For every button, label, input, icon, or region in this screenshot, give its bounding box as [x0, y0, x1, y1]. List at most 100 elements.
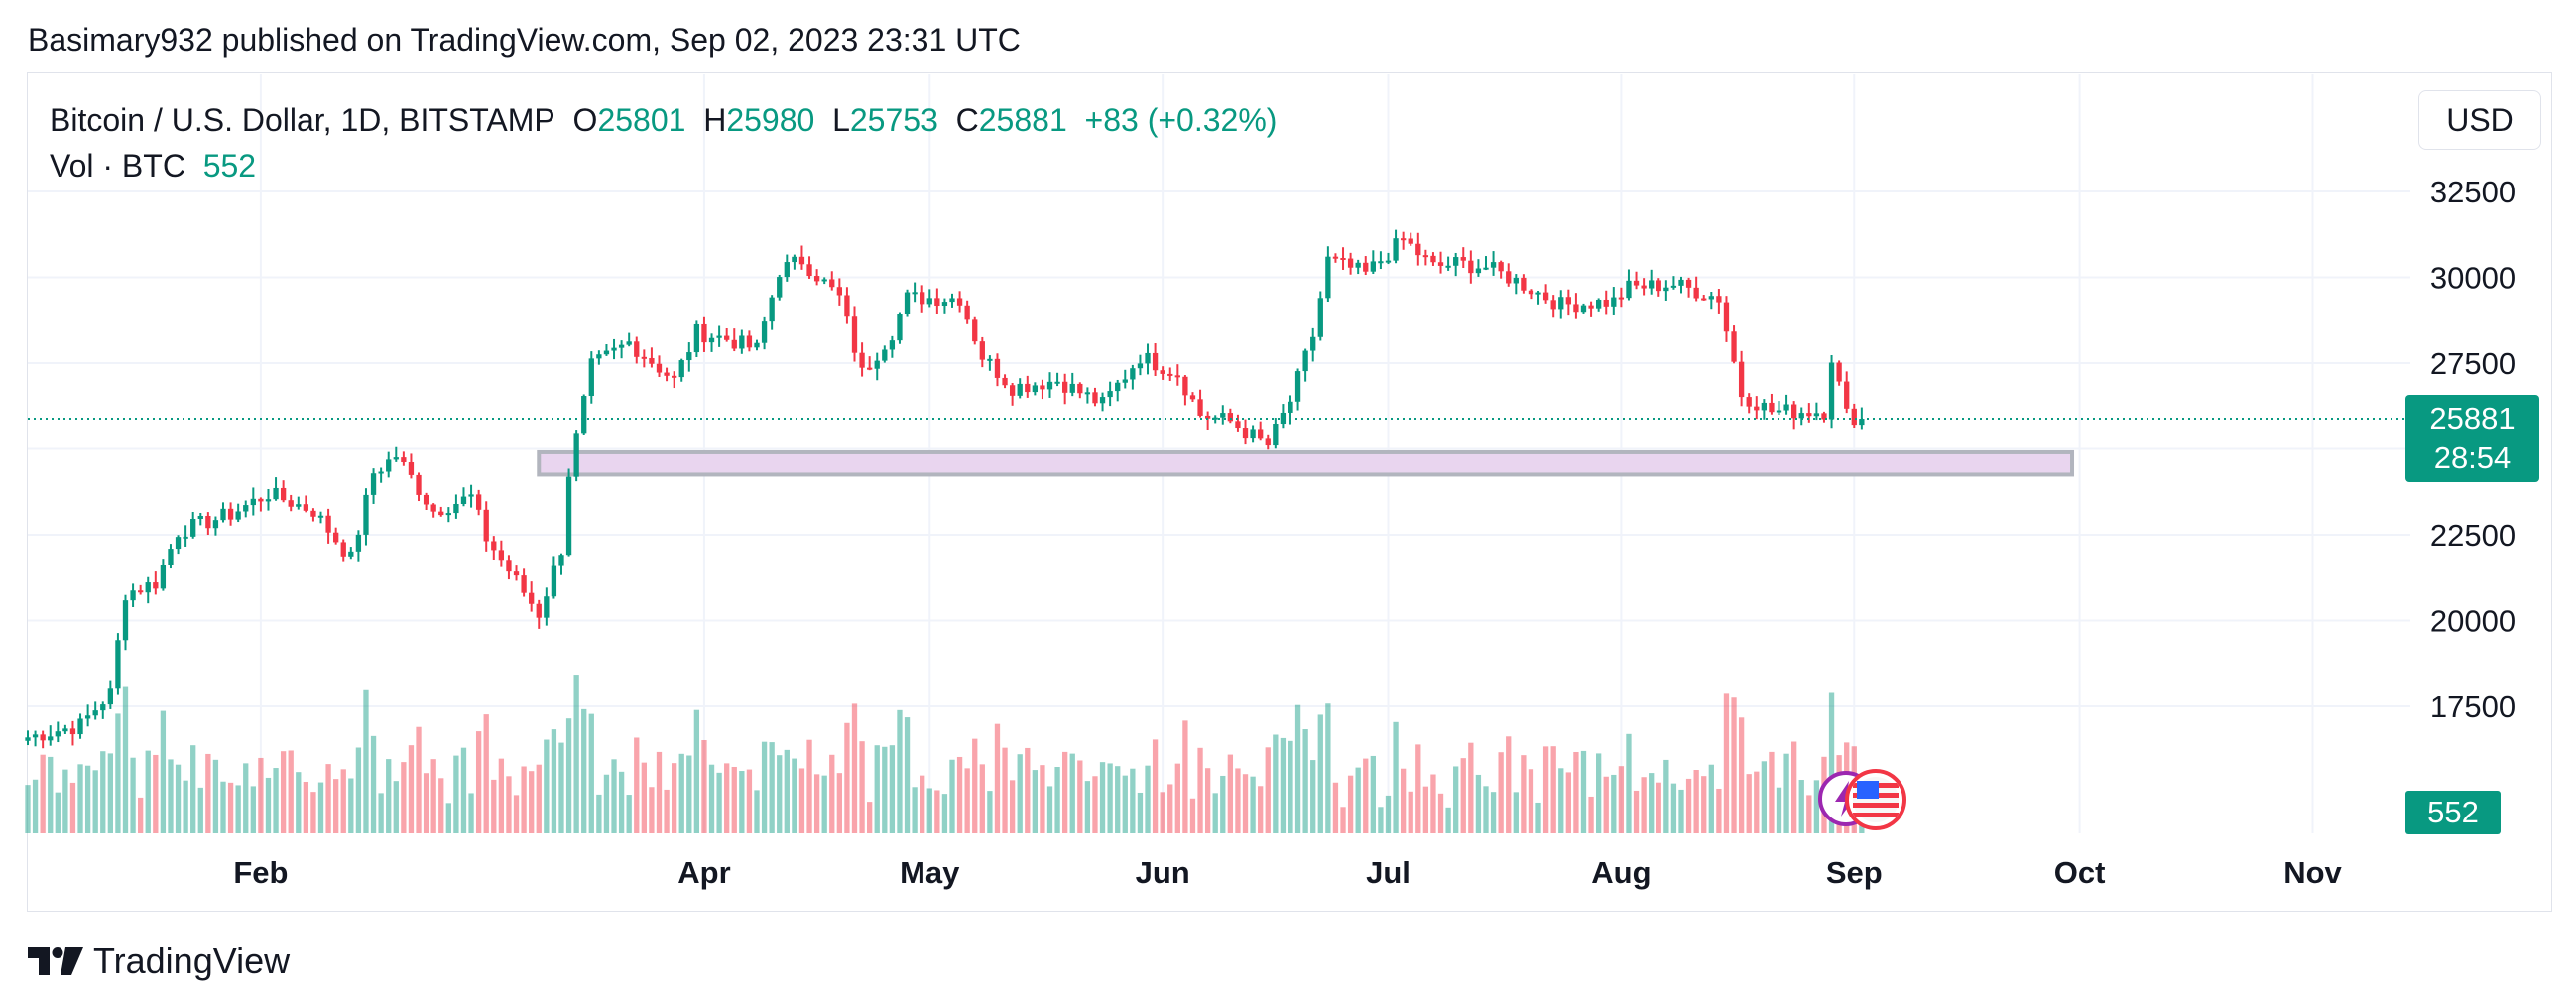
currency-button[interactable]: USD — [2418, 90, 2541, 150]
volume-bar — [1212, 793, 1218, 833]
tradingview-logo[interactable]: TradingView — [28, 941, 290, 982]
us-flag-event-icon[interactable] — [1845, 769, 1906, 830]
volume-bar — [310, 792, 316, 833]
candle-body — [1573, 304, 1579, 313]
volume-bar — [536, 764, 542, 833]
volume-bar — [1017, 754, 1023, 833]
volume-bar — [829, 754, 835, 833]
volume-bar — [634, 737, 640, 833]
volume-bar — [48, 756, 54, 833]
volume-bar — [1618, 766, 1625, 833]
volume-bar — [626, 795, 632, 833]
candle-body — [1370, 261, 1376, 272]
candle-body — [618, 344, 625, 348]
candle-body — [941, 302, 948, 307]
candle-body — [874, 360, 880, 369]
volume-bar — [145, 750, 151, 833]
candle-body — [205, 515, 211, 529]
volume-bar — [1693, 770, 1699, 833]
volume-bar — [115, 713, 121, 833]
candle-body — [1670, 285, 1677, 288]
price-tick-label: 22500 — [2430, 518, 2515, 553]
candle-body — [664, 372, 670, 376]
volume-bar — [784, 749, 790, 833]
candlesticks — [25, 229, 1865, 749]
volume-bar — [220, 781, 226, 833]
volume-bar — [1716, 788, 1722, 833]
tradingview-logo-icon — [28, 947, 83, 975]
candle-body — [1422, 255, 1429, 258]
volume-bar — [941, 794, 948, 833]
candle-body — [1212, 417, 1218, 420]
volume-bar — [498, 758, 505, 833]
volume-bar — [273, 768, 279, 833]
candle-body — [175, 537, 182, 550]
candle-body — [1445, 265, 1451, 268]
candle-body — [1633, 280, 1640, 286]
volume-bar — [754, 790, 760, 833]
volume-bar — [565, 718, 572, 833]
candle-body — [1844, 381, 1850, 409]
candle-body — [160, 565, 167, 589]
candle-body — [1761, 402, 1768, 411]
volume-bar — [987, 791, 993, 833]
volume-bar — [596, 794, 602, 833]
volume-bar — [1828, 692, 1835, 833]
candle-body — [761, 321, 768, 343]
volume-bar — [994, 723, 1001, 833]
volume-bar — [1422, 786, 1429, 833]
ohlc-row: Bitcoin / U.S. Dollar, 1D, BITSTAMP O258… — [50, 97, 1277, 143]
candle-body — [964, 305, 970, 320]
candle-body — [1242, 428, 1249, 439]
candle-body — [844, 295, 850, 317]
candle-body — [1528, 290, 1534, 295]
candle-body — [317, 515, 324, 518]
candle-body — [183, 536, 188, 539]
high-label: H — [703, 102, 727, 138]
candle-body — [521, 575, 527, 593]
volume-bar — [1054, 767, 1060, 833]
candle-body — [1317, 298, 1323, 337]
time-tick-label: Feb — [233, 855, 288, 890]
candle-body — [836, 287, 842, 296]
volume-bar — [62, 769, 68, 833]
volume-bar — [348, 778, 354, 833]
candle-body — [333, 532, 339, 543]
volume-bar — [777, 755, 783, 833]
candle-body — [798, 256, 805, 265]
candle-body — [1250, 429, 1256, 439]
candle-body — [724, 335, 730, 340]
candle-body — [100, 704, 106, 711]
volume-bar — [1092, 776, 1098, 833]
volume-row: Vol · BTC 552 — [50, 143, 1277, 188]
candle-body — [987, 358, 993, 361]
volume-bar — [438, 778, 444, 833]
candle-body — [250, 498, 256, 506]
volume-bar — [701, 740, 707, 833]
volume-bar — [506, 776, 512, 833]
volume-bar — [1453, 766, 1459, 833]
volume-bar — [1445, 807, 1451, 833]
candle-body — [693, 323, 700, 353]
candle-body — [288, 500, 294, 507]
volume-bar — [611, 759, 617, 833]
volume-bar — [708, 764, 715, 833]
candle-body — [1550, 300, 1556, 310]
volume-bar — [416, 726, 422, 833]
volume-bar — [100, 751, 106, 833]
candle-body — [573, 433, 579, 477]
volume-bar — [168, 759, 174, 833]
volume-bar — [77, 764, 83, 833]
volume-bar — [920, 775, 925, 833]
volume-bar — [250, 786, 256, 833]
volume-bar — [731, 766, 737, 833]
last-price-badge: 25881 28:54 — [2405, 395, 2539, 482]
candle-body — [1859, 419, 1865, 426]
candle-body — [1025, 383, 1031, 393]
candle-body — [1310, 336, 1316, 351]
candle-body — [1385, 260, 1392, 263]
candle-body — [1189, 395, 1196, 400]
candle-body — [1611, 297, 1617, 307]
candle-body — [445, 513, 451, 516]
